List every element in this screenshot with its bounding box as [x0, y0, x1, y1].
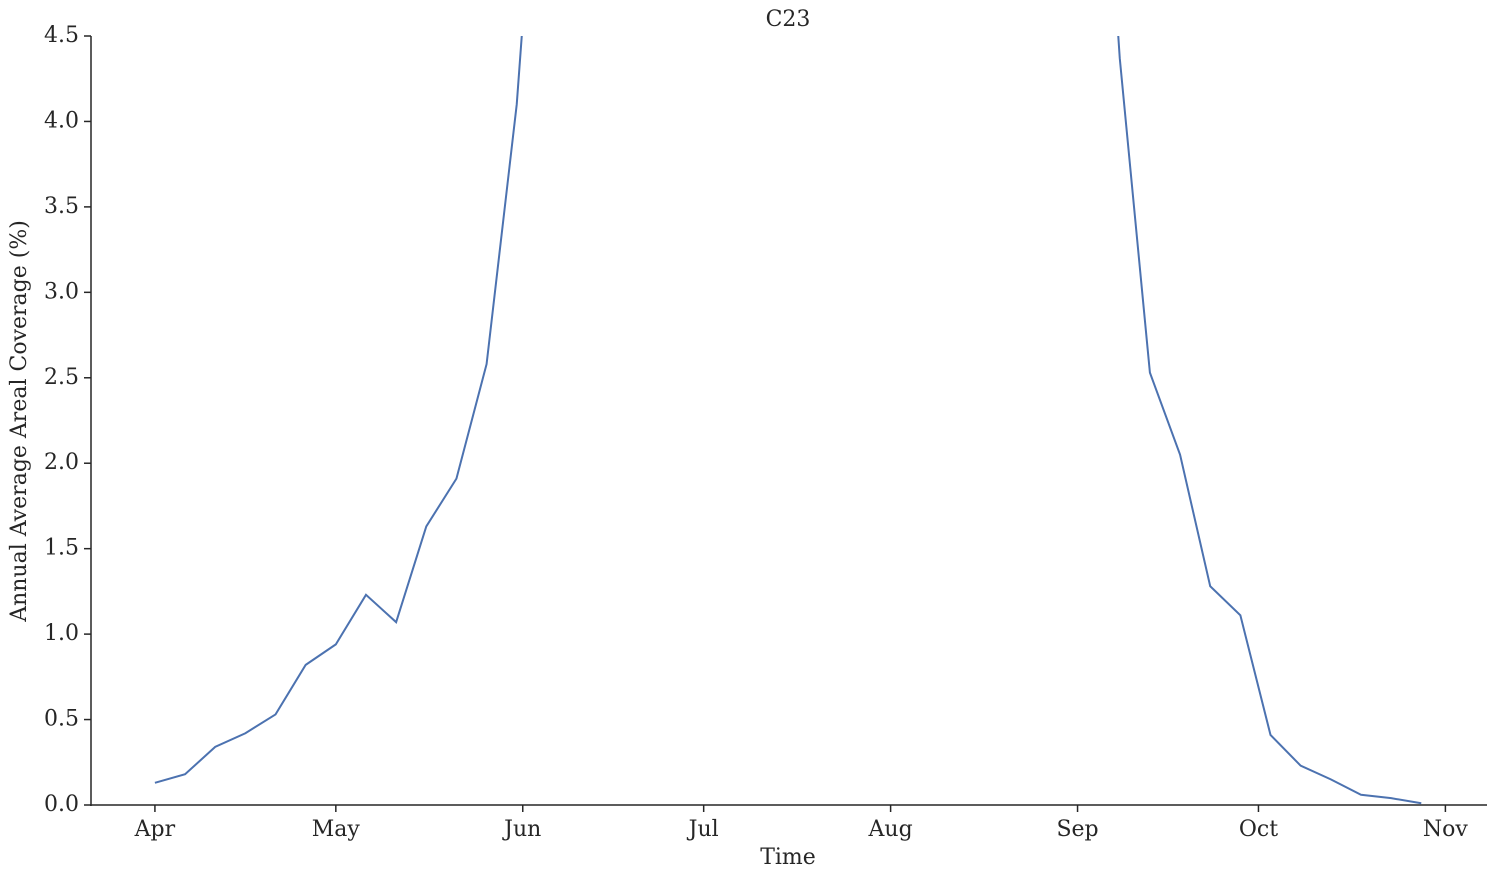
- x-tick-label: Nov: [1423, 817, 1468, 842]
- x-tick-label: Apr: [134, 817, 176, 842]
- data-line: [154, 36, 1422, 805]
- x-tick-label: Sep: [1056, 817, 1098, 842]
- chart-title: C23: [766, 7, 811, 32]
- y-tick-label: 2.5: [44, 365, 79, 390]
- x-tick-label: Jun: [502, 817, 541, 842]
- y-tick-label: 1.5: [44, 536, 79, 561]
- y-tick-label: 4.5: [44, 23, 79, 48]
- y-tick-label: 1.0: [44, 621, 79, 646]
- x-tick-label: Oct: [1239, 817, 1278, 842]
- x-tick-label: Jul: [687, 817, 719, 842]
- y-tick-label: 3.0: [44, 279, 79, 304]
- y-tick-label: 3.5: [44, 194, 79, 219]
- y-tick-label: 2.0: [44, 450, 79, 475]
- x-tick-label: Aug: [868, 817, 913, 842]
- x-tick-label: May: [312, 817, 361, 842]
- plot-area: [154, 36, 1422, 805]
- y-axis-label: Annual Average Areal Coverage (%): [7, 220, 32, 623]
- y-tick-label: 4.0: [44, 108, 79, 133]
- y-tick-label: 0.0: [44, 792, 79, 817]
- y-tick-label: 0.5: [44, 707, 79, 732]
- x-axis-label: Time: [760, 845, 816, 870]
